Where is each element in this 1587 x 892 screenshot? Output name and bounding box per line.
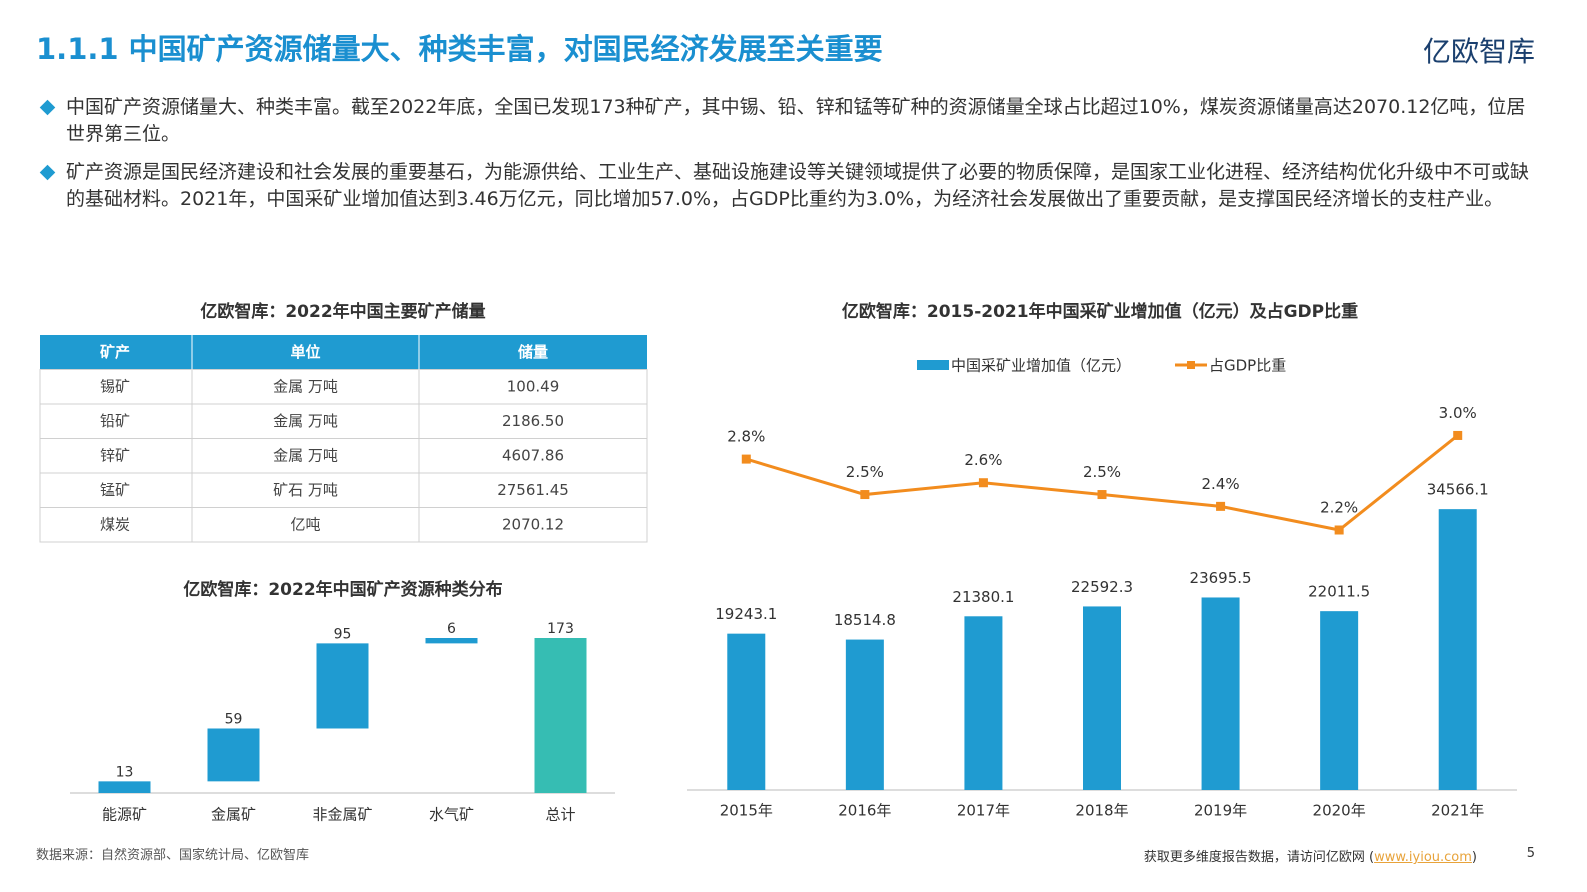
- table-row: [39, 507, 648, 543]
- line-marker: [978, 478, 988, 488]
- table-row: [39, 438, 648, 474]
- table-header-cell: 储量: [518, 343, 548, 361]
- bar: [1201, 597, 1240, 790]
- x-tick-label: 2017年: [957, 802, 1010, 820]
- legend-marker: [1187, 361, 1195, 369]
- table-cell: 矿石 万吨: [273, 481, 338, 499]
- table-header-cell: 单位: [290, 343, 320, 361]
- value-label: 95: [334, 626, 352, 642]
- legend-label: 占GDP比重: [1209, 357, 1286, 375]
- table-header-cell: 矿产: [100, 343, 130, 361]
- chart-title: 亿欧智库：2022年中国矿产资源种类分布: [183, 579, 502, 600]
- value-label: 18514.8: [834, 611, 896, 629]
- bar: [316, 643, 369, 729]
- source: 数据来源：自然资源部、国家统计局、亿欧智库: [36, 848, 310, 863]
- table-cell: 铅矿: [100, 412, 130, 430]
- x-tick-label: 水气矿: [429, 806, 474, 824]
- value-label: 22011.5: [1308, 583, 1370, 601]
- logo: 亿欧智库: [1422, 35, 1535, 68]
- x-tick-label: 2016年: [838, 802, 891, 820]
- table-cell: 金属 万吨: [273, 377, 338, 395]
- value-label: 6: [447, 621, 456, 637]
- value-label: 3.0%: [1439, 404, 1477, 422]
- value-label: 2.2%: [1320, 499, 1358, 517]
- bar: [727, 633, 766, 790]
- table-row: [39, 369, 648, 405]
- bar: [425, 638, 478, 644]
- legend-label: 中国采矿业增加值（亿元）: [951, 357, 1131, 375]
- table-row: [39, 472, 648, 508]
- table-cell: 100.49: [507, 377, 560, 395]
- line-marker: [741, 454, 751, 464]
- table-cell: 2070.12: [502, 515, 564, 533]
- legend-swatch: [917, 360, 949, 370]
- bar: [964, 616, 1003, 790]
- table-cell: 亿吨: [290, 515, 320, 533]
- x-tick-label: 2020年: [1313, 802, 1366, 820]
- line-marker: [1216, 501, 1226, 511]
- value-label: 2.5%: [846, 463, 884, 481]
- line-marker: [1453, 430, 1463, 440]
- table-cell: 锌矿: [100, 446, 130, 464]
- bar: [207, 728, 260, 782]
- bar: [1083, 606, 1121, 790]
- note-text: 获取更多维度报告数据，请访问亿欧网 (: [1143, 850, 1375, 865]
- value-label: 21380.1: [952, 588, 1014, 606]
- table-cell: 27561.45: [497, 481, 569, 499]
- table-cell: 2186.50: [502, 412, 564, 430]
- value-label: 2.4%: [1202, 475, 1240, 493]
- footer-note: 获取更多维度报告数据，请访问亿欧网 (www.iyiou.com): [1144, 846, 1477, 865]
- value-label: 23695.5: [1190, 569, 1252, 587]
- link[interactable]: www.iyiou.com: [1374, 850, 1472, 865]
- table-cell: 锡矿: [100, 377, 130, 395]
- value-label: 173: [547, 621, 574, 637]
- table-title: 亿欧智库：2022年中国主要矿产储量: [200, 301, 485, 322]
- table-cell: 锰矿: [100, 481, 130, 499]
- table-header-bg: [40, 335, 647, 370]
- table-cell: 4607.86: [502, 446, 564, 464]
- x-tick-label: 2018年: [1075, 802, 1128, 820]
- bar: [1438, 509, 1477, 790]
- x-tick-label: 金属矿: [211, 806, 256, 824]
- value-label: 2.6%: [964, 451, 1002, 469]
- x-tick-label: 2021年: [1431, 802, 1484, 820]
- bar: [534, 638, 587, 793]
- bar: [1320, 611, 1359, 790]
- value-label: 2.5%: [1083, 463, 1121, 481]
- x-tick-label: 2019年: [1194, 802, 1247, 820]
- x-tick-label: 能源矿: [102, 806, 147, 824]
- bullet: 矿产资源是国民经济建设和社会发展的重要基石，为能源供给、工业生产、基础设施建设等…: [40, 159, 1540, 213]
- x-tick-label: 总计: [545, 806, 575, 824]
- chart-title: 亿欧智库：2015-2021年中国采矿业增加值（亿元）及占GDP比重: [842, 301, 1358, 322]
- table-cell: 金属 万吨: [273, 412, 338, 430]
- table-cell: 金属 万吨: [273, 446, 338, 464]
- line-marker: [860, 490, 870, 500]
- slide-title: 1.1.1 中国矿产资源储量大、种类丰富，对国民经济发展至关重要: [36, 32, 883, 66]
- value-label: 2.8%: [727, 428, 765, 446]
- x-tick-label: 非金属矿: [312, 806, 372, 824]
- x-tick-label: 2015年: [720, 802, 773, 820]
- note-close: ): [1471, 850, 1477, 865]
- bullet: 中国矿产资源储量大、种类丰富。截至2022年底，全国已发现173种矿产，其中锡、…: [40, 94, 1540, 148]
- table-cell: 煤炭: [100, 515, 130, 533]
- line-marker: [1334, 525, 1344, 535]
- value-label: 59: [225, 711, 243, 727]
- value-label: 19243.1: [715, 605, 777, 623]
- page-number: 5: [1526, 846, 1535, 861]
- value-label: 34566.1: [1427, 481, 1489, 499]
- table-row: [39, 403, 648, 439]
- line-marker: [1097, 490, 1107, 500]
- value-label: 13: [116, 764, 134, 780]
- bar: [98, 781, 151, 793]
- value-label: 22592.3: [1071, 578, 1133, 596]
- bar: [845, 639, 884, 790]
